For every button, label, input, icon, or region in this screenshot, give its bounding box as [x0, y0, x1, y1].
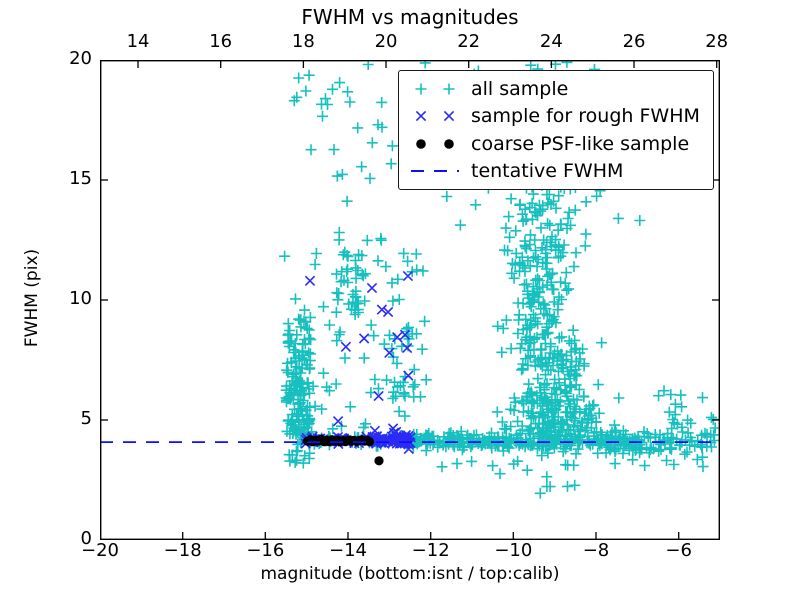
legend-entry: tentative FWHM: [407, 158, 713, 186]
dash-marker-icon: [411, 170, 459, 173]
x-tick-label-top: 18: [291, 31, 315, 52]
x-tick-label-bottom: −12: [411, 540, 450, 561]
x-tick-label-bottom: −18: [163, 540, 202, 561]
legend: all sample sample for rough FWHM coarse PS…: [398, 70, 714, 190]
scatter-points: [100, 60, 720, 499]
plus-marker-icon: [415, 83, 455, 95]
legend-entry: coarse PSF-like sample: [407, 130, 713, 158]
y-tick-label: 20: [69, 48, 92, 69]
legend-entry: sample for rough FWHM: [407, 103, 713, 131]
legend-entry-label: tentative FWHM: [471, 160, 624, 183]
x-tick-label-bottom: −8: [582, 540, 610, 561]
legend-entry-label: coarse PSF-like sample: [471, 132, 690, 155]
y-tick-label: 15: [69, 168, 92, 189]
x-tick-label-top: 26: [622, 31, 646, 52]
y-tick-label: 5: [80, 408, 92, 429]
x-tick-label-bottom: −10: [494, 540, 533, 561]
chart-title: FWHM vs magnitudes: [301, 5, 519, 29]
x-tick-label-bottom: −14: [329, 540, 367, 561]
x-tick-label-top: 14: [126, 31, 150, 52]
x-marker-icon: [415, 111, 455, 122]
plot-area: [100, 60, 720, 540]
dot-marker-icon: [416, 138, 454, 149]
x-tick-label-bottom: −6: [665, 540, 692, 561]
legend-entry-label: all sample: [471, 77, 569, 100]
x-tick-label-top: 24: [539, 31, 563, 52]
x-tick-label-top: 16: [209, 31, 233, 52]
legend-entry-label: sample for rough FWHM: [471, 105, 700, 128]
x-tick-label-top: 20: [374, 31, 398, 52]
x-axis-label: magnitude (bottom:isnt / top:calib): [260, 564, 560, 584]
legend-entry: all sample: [407, 75, 713, 103]
x-tick-label-top: 22: [457, 31, 481, 52]
x-tick-label-bottom: −20: [81, 540, 119, 561]
series-coarse-psf-like-sample: [302, 434, 384, 466]
axes-spines: [100, 60, 720, 540]
y-tick-label: 10: [69, 288, 92, 309]
axis-ticks: [100, 60, 719, 540]
x-tick-label-top: 28: [705, 31, 729, 52]
x-tick-label-bottom: −16: [246, 540, 285, 561]
y-tick-label: 0: [80, 528, 92, 549]
